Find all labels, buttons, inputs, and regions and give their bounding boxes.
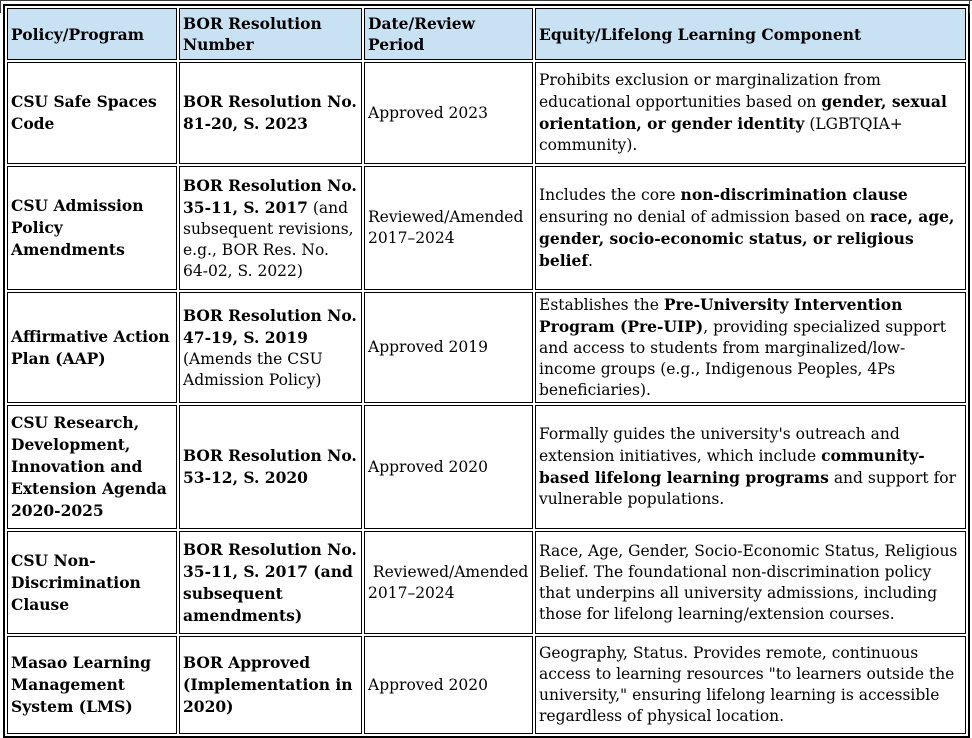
table-cell: Masao Learning Management System (LMS)	[7, 636, 177, 734]
policy-program-table: Policy/Program BOR Resolution Number Dat…	[3, 4, 970, 738]
table-cell: Approved 2020	[364, 636, 533, 734]
table-row: Affirmative Action Plan (AAP) BOR Resolut…	[7, 292, 966, 403]
table-cell: BOR Resolution No. 35-11, S. 2017 (and s…	[179, 166, 362, 290]
cell-text-bold: BOR Approved (Implementation in 2020)	[183, 653, 353, 716]
table-cell: BOR Resolution No. 53-12, S. 2020	[179, 405, 362, 529]
cell-text: Reviewed/Amended 2017–2024	[368, 208, 524, 247]
table-cell: CSU Safe Spaces Code	[7, 62, 177, 164]
table-row: CSU Safe Spaces Code BOR Resolution No. 8…	[7, 62, 966, 164]
cell-text: (and subsequent revisions, e.g., BOR Res…	[183, 198, 354, 280]
cell-text: and support for vulnerable populations.	[539, 469, 957, 508]
col-header-date-review-period: Date/Review Period	[364, 8, 533, 60]
cell-text-bold: BOR Resolution No. 53-12, S. 2020	[183, 446, 357, 487]
cell-text-bold: CSU Research, Development, Innovation an…	[11, 413, 167, 520]
cell-text-bold: BOR Resolution No. 35-11, S. 2017 (and s…	[183, 539, 357, 625]
cell-text-bold: CSU Safe Spaces Code	[11, 92, 157, 133]
table-cell: Race, Age, Gender, Socio-Economic Status…	[535, 531, 966, 634]
col-header-bor-resolution-number: BOR Resolution Number	[179, 8, 362, 60]
table-cell: Reviewed/Amended 2017–2024	[364, 166, 533, 290]
cell-text: Race, Age, Gender, Socio-Economic Status…	[539, 541, 958, 623]
cropped-outer-border	[0, 0, 972, 1]
table-cell: Geography, Status. Provides remote, cont…	[535, 636, 966, 734]
table-cell: Approved 2019	[364, 292, 533, 403]
cell-text: Includes the core	[539, 186, 681, 204]
cropped-outer-border-right-stub	[969, 0, 970, 13]
table-cell: CSU Research, Development, Innovation an…	[7, 405, 177, 529]
cell-text: Approved 2020	[368, 675, 489, 694]
cell-text-bold: Pre-University Intervention Program (Pre…	[539, 295, 903, 336]
cell-text: Approved 2019	[368, 338, 489, 356]
table-cell: Approved 2020	[364, 405, 533, 529]
table-cell: BOR Resolution No. 47-19, S. 2019 (Amend…	[179, 292, 362, 403]
cell-text-bold: Masao Learning Management System (LMS)	[11, 653, 151, 716]
table-cell: Establishes the Pre-University Intervent…	[535, 292, 966, 403]
cell-text-bold: CSU Non-Discrimination Clause	[11, 550, 141, 614]
cell-text: Reviewed/Amended 2017–2024	[368, 562, 529, 602]
cell-text: ensuring no denial of admission based on	[539, 208, 870, 226]
table-body: CSU Safe Spaces Code BOR Resolution No. 8…	[7, 62, 966, 734]
table-cell: Affirmative Action Plan (AAP)	[7, 292, 177, 403]
table-row: Masao Learning Management System (LMS) BO…	[7, 636, 966, 734]
cropped-outer-border-left-stub	[0, 0, 1, 13]
table-row: CSU Non-Discrimination Clause BOR Resolut…	[7, 531, 966, 634]
cell-text-bold: community-based lifelong learning progra…	[539, 446, 925, 487]
table-cell: CSU Admission Policy Amendments	[7, 166, 177, 290]
cell-text-bold: BOR Resolution No. 81-20, S. 2023	[183, 92, 357, 133]
cell-text: Approved 2023	[368, 103, 489, 122]
table-cell: BOR Resolution No. 35-11, S. 2017 (and s…	[179, 531, 362, 634]
table-row: CSU Research, Development, Innovation an…	[7, 405, 966, 529]
cell-text-bold: race, age, gender, socio-economic status…	[539, 207, 955, 270]
cell-text: Prohibits exclusion or marginalization f…	[539, 71, 881, 111]
table-cell: Reviewed/Amended 2017–2024	[364, 531, 533, 634]
table-cell: Includes the core non-discrimination cla…	[535, 166, 966, 290]
table-cell: BOR Resolution No. 81-20, S. 2023	[179, 62, 362, 164]
cell-text-bold: BOR Resolution No. 35-11, S. 2017	[183, 175, 357, 217]
cell-text: Geography, Status. Provides remote, cont…	[539, 644, 955, 725]
col-header-equity-lifelong-learning: Equity/Lifelong Learning Component	[535, 8, 966, 60]
col-header-policy-program: Policy/Program	[7, 8, 177, 60]
cell-text: Approved 2020	[368, 457, 489, 476]
cell-text-bold: gender, sexual orientation, or gender id…	[539, 92, 947, 133]
cell-text: Formally guides the university's outreac…	[539, 425, 900, 465]
cell-text: , providing specialized support and acce…	[539, 318, 946, 399]
cell-text-bold: non-discrimination clause	[680, 185, 908, 204]
header-row: Policy/Program BOR Resolution Number Dat…	[7, 8, 966, 60]
table-row: CSU Admission Policy Amendments BOR Resol…	[7, 166, 966, 290]
cell-text-bold: BOR Resolution No. 47-19, S. 2019	[183, 305, 357, 347]
table-cell: Approved 2023	[364, 62, 533, 164]
cell-text: (Amends the CSU Admission Policy)	[183, 349, 323, 389]
table-cell: BOR Approved (Implementation in 2020)	[179, 636, 362, 734]
table-cell: Prohibits exclusion or marginalization f…	[535, 62, 966, 164]
cell-text: Establishes the	[539, 296, 664, 314]
cell-text-bold: Affirmative Action Plan (AAP)	[11, 326, 170, 368]
cell-text: .	[588, 252, 593, 270]
table-cell: CSU Non-Discrimination Clause	[7, 531, 177, 634]
cell-text: (LGBTQIA+ community).	[539, 115, 903, 154]
cell-text-bold: CSU Admission Policy Amendments	[11, 196, 144, 259]
table-cell: Formally guides the university's outreac…	[535, 405, 966, 529]
